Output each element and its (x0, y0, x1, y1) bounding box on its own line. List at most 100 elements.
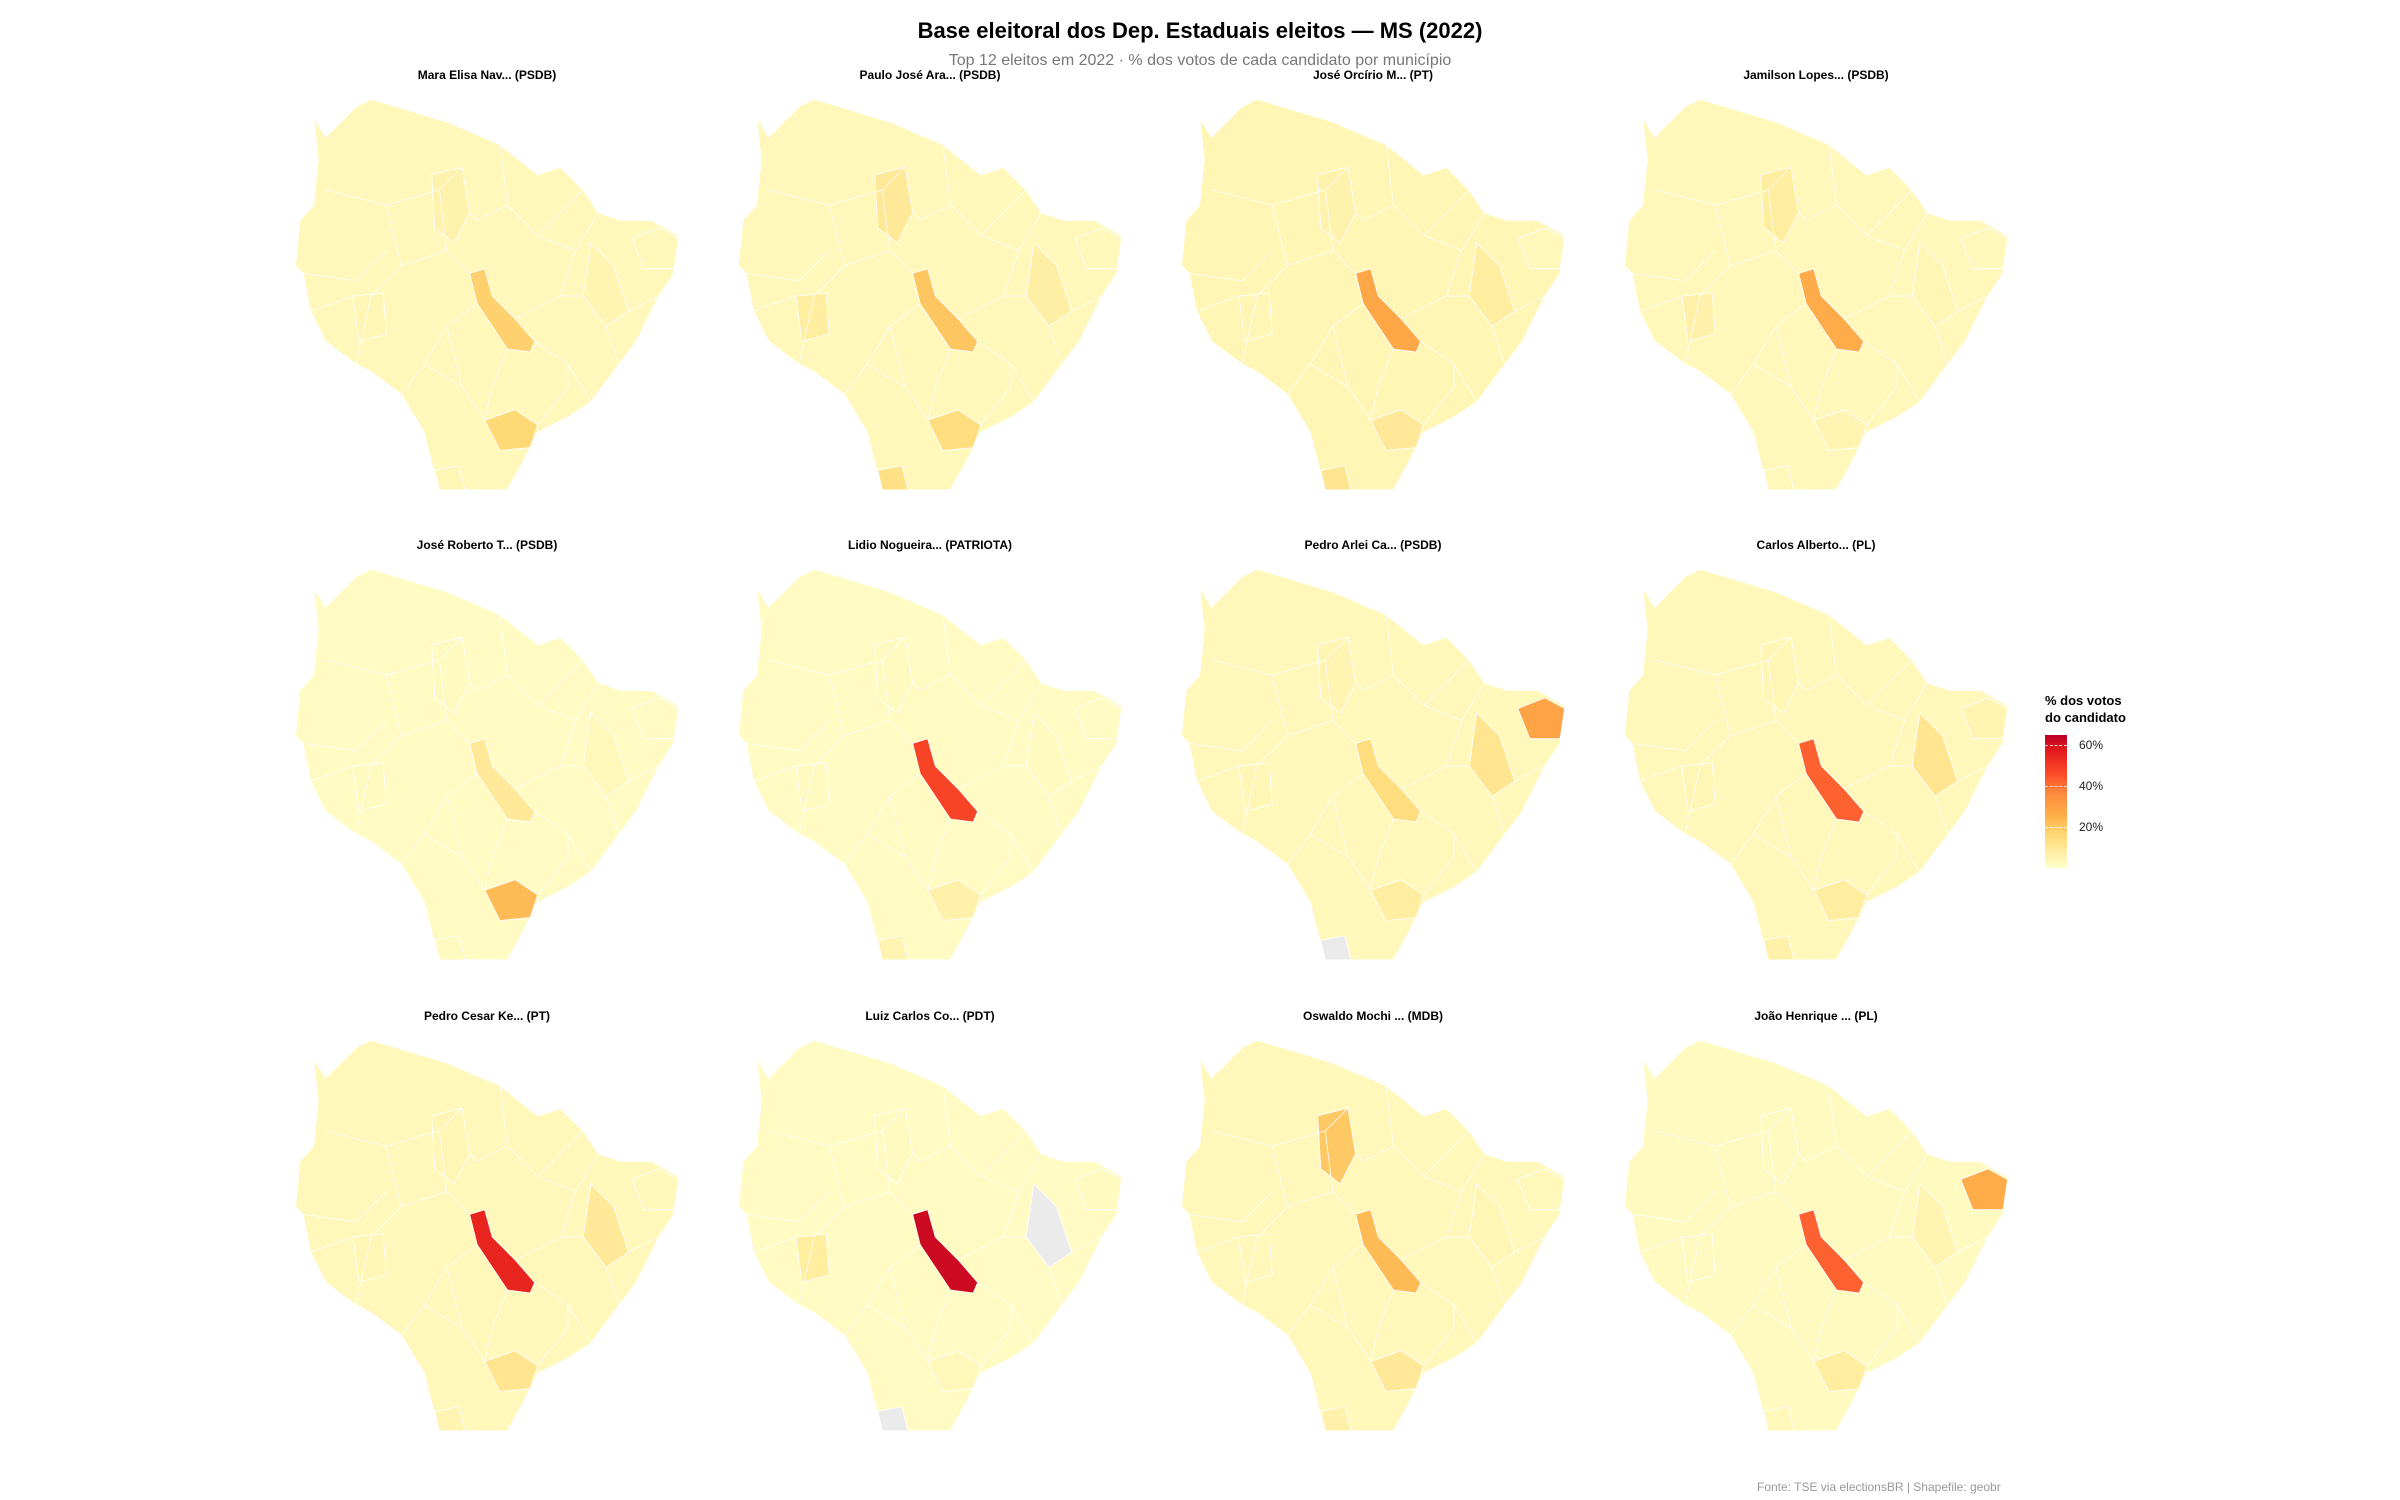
municipal-border (1196, 1236, 1240, 1253)
municipal-border (980, 834, 1012, 896)
panel-title: Carlos Alberto... (PL) (1756, 538, 1876, 552)
municipal-border (768, 636, 906, 676)
municipal-border (1730, 720, 1776, 737)
municipal-border (1639, 295, 1683, 312)
chart-subtitle: Top 12 eleitos em 2022 · % dos votos de … (948, 52, 1452, 69)
region-south-tip (434, 935, 466, 961)
municipal-border (1370, 818, 1394, 891)
legend-title-line1: % dos votos (2045, 693, 2122, 708)
municipal-border (1423, 834, 1455, 896)
region-south (484, 1350, 539, 1393)
region-south (484, 879, 539, 922)
region-campo-grande (912, 1209, 979, 1294)
municipal-border (1446, 1191, 1463, 1238)
municipal-border (1446, 720, 1463, 767)
municipal-border (927, 348, 951, 421)
panel-title: Pedro Arlei Ca... (PSDB) (1304, 538, 1442, 552)
municipal-border (1654, 636, 1792, 676)
legend-tick (2045, 786, 2067, 788)
municipal-border (1241, 674, 1288, 835)
municipal-border (844, 303, 921, 395)
municipal-border (1863, 811, 1921, 873)
municipal-border (1370, 348, 1394, 421)
municipal-border (499, 1085, 584, 1178)
municipal-border (1423, 212, 1485, 252)
region-south (927, 879, 982, 922)
municipal-border (745, 720, 830, 752)
municipal-border (866, 1304, 906, 1329)
municipal-border (1048, 326, 1065, 372)
region-east (1911, 1183, 1959, 1268)
municipal-border (1370, 1289, 1394, 1362)
municipal-border (1889, 1191, 1906, 1238)
municipal-border (1003, 720, 1020, 767)
region-southwest (1681, 1233, 1716, 1284)
municipal-border (1211, 166, 1349, 206)
map-panel: Mara Elisa Nav... (PSDB) (267, 68, 707, 528)
municipal-border (1514, 765, 1546, 782)
municipal-border (401, 1244, 478, 1336)
municipal-border (942, 614, 1027, 707)
region-campo-grande (1798, 1209, 1865, 1294)
municipal-border (560, 250, 577, 297)
region-northeast (1074, 227, 1123, 270)
municipal-border (912, 674, 951, 691)
municipal-border (1188, 720, 1273, 752)
region-south-tip (434, 465, 466, 491)
region-campo-grande (469, 1209, 536, 1294)
region-east (1468, 242, 1516, 327)
region-southwest (1238, 762, 1273, 813)
map-panel: Lidio Nogueira... (PATRIOTA) (710, 538, 1150, 998)
municipal-border (1752, 833, 1792, 858)
municipal-border (1287, 303, 1364, 395)
legend-tick-label: 20% (2079, 820, 2104, 835)
municipal-border (798, 674, 845, 835)
region-campo-grande (1355, 738, 1422, 823)
municipal-border (1798, 204, 1837, 221)
municipal-border (1196, 295, 1240, 312)
municipal-border (1355, 204, 1394, 221)
municipal-border (1188, 250, 1273, 282)
region-southwest (1238, 292, 1273, 343)
municipal-border (302, 1191, 387, 1223)
municipal-border (469, 1145, 508, 1162)
region-south (1370, 879, 1425, 922)
municipal-border (1196, 765, 1240, 782)
region-campo-grande (469, 268, 536, 353)
municipal-border (1385, 1085, 1470, 1178)
municipal-border (1866, 834, 1898, 896)
panel-title: José Orcírio M... (PT) (1312, 68, 1434, 82)
region-campo-grande (912, 268, 979, 353)
municipal-border (310, 1236, 354, 1253)
municipal-border (534, 811, 592, 873)
region-south-tip (1763, 1406, 1795, 1432)
municipal-border (628, 295, 660, 312)
panel-title: Mara Elisa Nav... (PSDB) (417, 68, 557, 82)
panel-title: Paulo José Ara... (PSDB) (859, 68, 1001, 82)
municipal-border (1654, 1107, 1792, 1147)
municipal-border (866, 833, 906, 858)
municipal-border (1752, 1304, 1792, 1329)
municipal-border (1241, 1145, 1288, 1306)
municipal-border (798, 1145, 845, 1306)
municipal-border (438, 189, 470, 274)
region-southwest (352, 1233, 387, 1284)
municipal-border (844, 1191, 890, 1208)
municipal-border (1003, 250, 1020, 297)
municipal-border (1514, 295, 1546, 312)
municipal-border (401, 1191, 447, 1208)
municipal-border (484, 1289, 508, 1362)
municipal-border (1957, 295, 1989, 312)
region-north (1317, 1107, 1357, 1185)
municipal-border (1423, 1305, 1455, 1367)
region-east (1025, 242, 1073, 327)
panel-title: Pedro Cesar Ke... (PT) (423, 1009, 551, 1023)
region-campo-grande (469, 738, 536, 823)
panel-title: Luiz Carlos Co... (PDT) (865, 1009, 995, 1023)
map-panel: João Henrique ... (PL) (1596, 1009, 2036, 1469)
municipal-border (1957, 765, 1989, 782)
state-map (294, 1039, 680, 1432)
map-panel: Pedro Cesar Ke... (PT) (267, 1009, 707, 1469)
municipal-border (1287, 1244, 1364, 1336)
municipal-border (1889, 720, 1906, 767)
